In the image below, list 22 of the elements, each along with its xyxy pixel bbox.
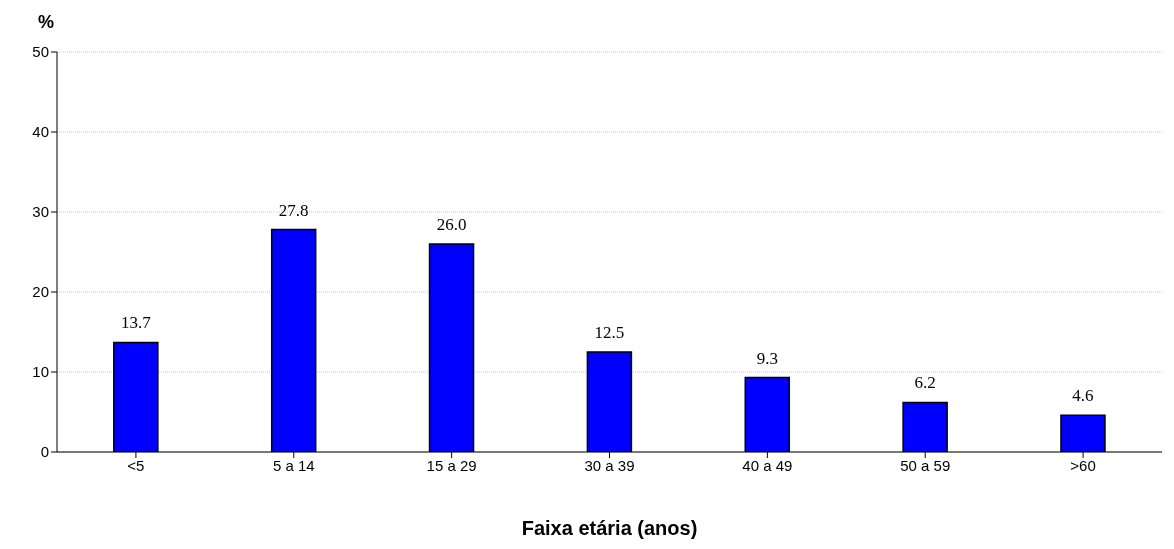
data-label: 4.6: [1072, 386, 1094, 406]
data-label: 6.2: [914, 373, 936, 393]
x-axis-title: Faixa etária (anos): [521, 517, 698, 539]
y-tick-label: 50: [32, 43, 49, 61]
data-label: 27.8: [278, 200, 309, 220]
y-tick-label: 20: [32, 283, 49, 301]
x-tick-label: 15 a 29: [426, 456, 477, 474]
data-label: 9.3: [756, 348, 778, 368]
y-tick-label: 0: [40, 443, 49, 461]
y-tick-label: 10: [32, 363, 49, 381]
x-tick-label: 40 a 49: [742, 456, 793, 474]
y-tick-label: 30: [32, 203, 49, 221]
x-tick-label: <5: [127, 456, 145, 474]
data-label: 12.5: [594, 323, 625, 342]
x-tick-label: 5 a 14: [272, 456, 315, 474]
y-tick-label: 40: [32, 123, 49, 141]
x-tick-label: 50 a 59: [900, 456, 951, 474]
x-tick-label: >60: [1070, 456, 1096, 474]
data-label: 26.0: [436, 215, 467, 234]
x-tick-label: 30 a 39: [584, 456, 635, 474]
data-label: 13.7: [120, 313, 152, 333]
y-axis-title: %: [38, 12, 55, 33]
